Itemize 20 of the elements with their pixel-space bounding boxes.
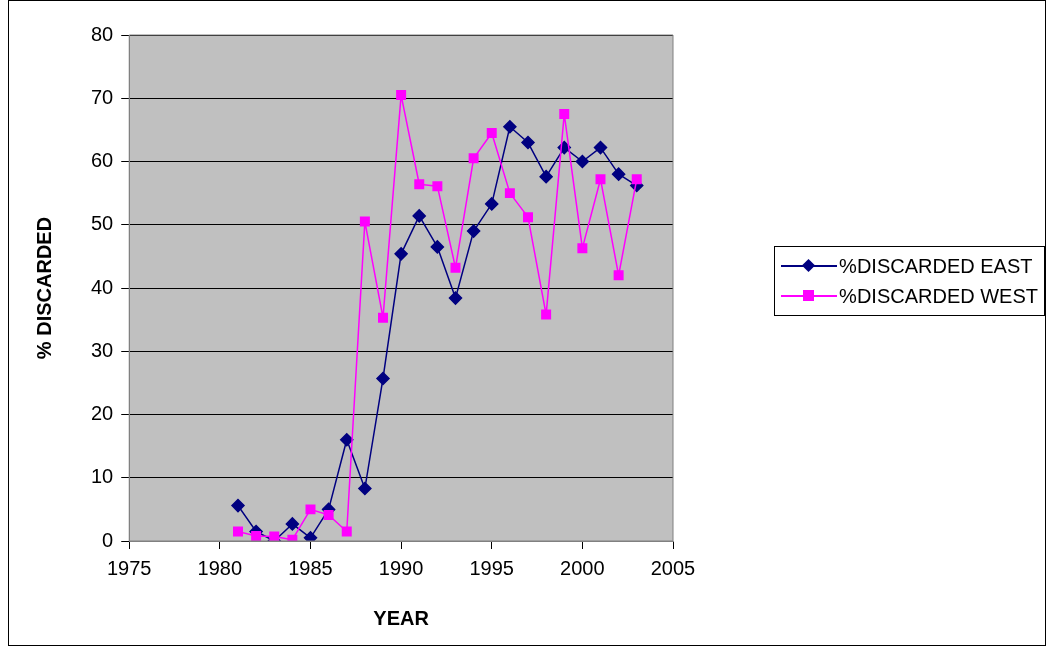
y-tick-label: 50 — [91, 212, 114, 235]
x-axis-title: YEAR — [373, 606, 430, 629]
x-tick-label: 2005 — [650, 556, 696, 579]
x-tick-label: 1975 — [107, 556, 152, 579]
y-tick-label: 20 — [91, 402, 114, 425]
legend-label: %DISCARDED EAST — [839, 254, 1033, 278]
x-tick-label: 1985 — [288, 556, 333, 579]
x-tick-label: 1980 — [197, 556, 243, 579]
x-tick-label: 1990 — [378, 556, 424, 579]
y-tick-label: 60 — [91, 149, 114, 172]
y-tick-label: 10 — [91, 465, 114, 488]
y-tick-label: 30 — [91, 338, 114, 361]
x-tick-label: 2000 — [560, 556, 605, 579]
y-tick-label: 40 — [91, 275, 114, 298]
x-tick-label: 1995 — [469, 556, 514, 579]
y-tick-label: 70 — [91, 85, 114, 108]
y-tick-label: 80 — [91, 22, 114, 45]
legend-label: %DISCARDED WEST — [839, 284, 1038, 308]
y-axis-title: % DISCARDED — [32, 216, 55, 360]
y-tick-label: 0 — [102, 528, 114, 551]
